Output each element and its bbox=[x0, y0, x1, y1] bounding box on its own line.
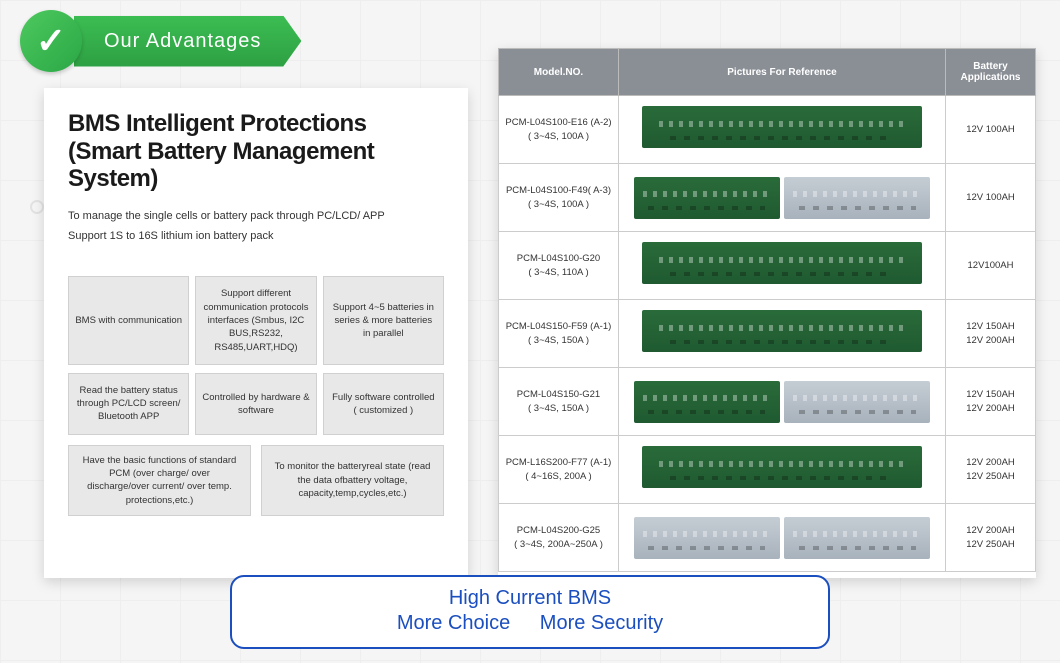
cell-application: 12V 150AH12V 200AH bbox=[946, 300, 1036, 368]
feature-cell: Controlled by hardware & software bbox=[195, 373, 316, 435]
table-row: PCM-L04S100-F49( A-3)( 3~4S, 100A ) 12V 1… bbox=[499, 164, 1036, 232]
banner-line-2b: More Security bbox=[540, 612, 663, 634]
pcb-image bbox=[642, 446, 922, 488]
cell-picture bbox=[619, 504, 946, 572]
table-row: PCM-L04S100-G20( 3~4S, 110A ) 12V100AH bbox=[499, 232, 1036, 300]
feature-cell: To monitor the batteryreal state (read t… bbox=[261, 445, 444, 516]
pcb-image bbox=[784, 381, 930, 423]
col-applications: Battery Applications bbox=[946, 49, 1036, 96]
cell-application: 12V 200AH12V 250AH bbox=[946, 504, 1036, 572]
cell-picture bbox=[619, 232, 946, 300]
bottom-highlight-banner: High Current BMS More Choice More Securi… bbox=[230, 575, 830, 649]
cell-application: 12V100AH bbox=[946, 232, 1036, 300]
table-row: PCM-L04S150-G21( 3~4S, 150A ) 12V 150AH12… bbox=[499, 368, 1036, 436]
table-row: PCM-L04S200-G25( 3~4S, 200A~250A ) 12V 20… bbox=[499, 504, 1036, 572]
cell-picture bbox=[619, 96, 946, 164]
product-table: Model.NO. Pictures For Reference Battery… bbox=[498, 48, 1036, 572]
advantages-label: Our Advantages bbox=[74, 16, 301, 67]
subtitle-line-2: Support 1S to 16S lithium ion battery pa… bbox=[68, 227, 444, 247]
cell-application: 12V 100AH bbox=[946, 164, 1036, 232]
col-pictures: Pictures For Reference bbox=[619, 49, 946, 96]
pcb-image bbox=[634, 177, 780, 219]
feature-cell: BMS with communication bbox=[68, 276, 189, 364]
cell-model: PCM-L16S200-F77 (A-1)( 4~16S, 200A ) bbox=[499, 436, 619, 504]
check-icon: ✓ bbox=[20, 10, 82, 72]
cell-picture bbox=[619, 300, 946, 368]
subtitle-line-1: To manage the single cells or battery pa… bbox=[68, 207, 444, 227]
left-info-panel: BMS Intelligent Protections (Smart Batte… bbox=[44, 88, 468, 578]
cell-model: PCM-L04S150-F59 (A-1)( 3~4S, 150A ) bbox=[499, 300, 619, 368]
feature-cell: Support 4~5 batteries in series & more b… bbox=[323, 276, 444, 364]
cell-application: 12V 200AH12V 250AH bbox=[946, 436, 1036, 504]
pcb-image bbox=[784, 517, 930, 559]
pcb-image bbox=[634, 517, 780, 559]
banner-line-2a: More Choice bbox=[397, 612, 510, 634]
feature-cell: Have the basic functions of standard PCM… bbox=[68, 445, 251, 516]
feature-cell: Support different communication protocol… bbox=[195, 276, 316, 364]
pcb-image bbox=[642, 106, 922, 148]
feature-cell: Fully software controlled ( customized ) bbox=[323, 373, 444, 435]
table-row: PCM-L04S150-F59 (A-1)( 3~4S, 150A ) 12V 1… bbox=[499, 300, 1036, 368]
table-header-row: Model.NO. Pictures For Reference Battery… bbox=[499, 49, 1036, 96]
panel-subtitle: To manage the single cells or battery pa… bbox=[68, 207, 444, 247]
banner-line-2: More Choice More Security bbox=[252, 612, 808, 635]
cell-picture bbox=[619, 164, 946, 232]
cell-model: PCM-L04S100-E16 (A-2)( 3~4S, 100A ) bbox=[499, 96, 619, 164]
cell-model: PCM-L04S100-F49( A-3)( 3~4S, 100A ) bbox=[499, 164, 619, 232]
feature-grid-2col: Have the basic functions of standard PCM… bbox=[68, 445, 444, 516]
cell-model: PCM-L04S150-G21( 3~4S, 150A ) bbox=[499, 368, 619, 436]
cell-application: 12V 100AH bbox=[946, 96, 1036, 164]
advantages-badge: ✓ Our Advantages bbox=[20, 10, 301, 72]
pcb-image bbox=[642, 310, 922, 352]
cell-picture bbox=[619, 368, 946, 436]
cell-application: 12V 150AH12V 200AH bbox=[946, 368, 1036, 436]
pcb-image bbox=[784, 177, 930, 219]
feature-grid-3col: BMS with communication Support different… bbox=[68, 276, 444, 434]
col-model: Model.NO. bbox=[499, 49, 619, 96]
product-table-panel: Model.NO. Pictures For Reference Battery… bbox=[498, 48, 1036, 578]
cell-model: PCM-L04S100-G20( 3~4S, 110A ) bbox=[499, 232, 619, 300]
cell-model: PCM-L04S200-G25( 3~4S, 200A~250A ) bbox=[499, 504, 619, 572]
table-row: PCM-L16S200-F77 (A-1)( 4~16S, 200A ) 12V … bbox=[499, 436, 1036, 504]
feature-cell: Read the battery status through PC/LCD s… bbox=[68, 373, 189, 435]
table-row: PCM-L04S100-E16 (A-2)( 3~4S, 100A ) 12V 1… bbox=[499, 96, 1036, 164]
pcb-image bbox=[642, 242, 922, 284]
cell-picture bbox=[619, 436, 946, 504]
pcb-image bbox=[634, 381, 780, 423]
banner-line-1: High Current BMS bbox=[252, 587, 808, 610]
panel-title: BMS Intelligent Protections (Smart Batte… bbox=[68, 110, 444, 193]
